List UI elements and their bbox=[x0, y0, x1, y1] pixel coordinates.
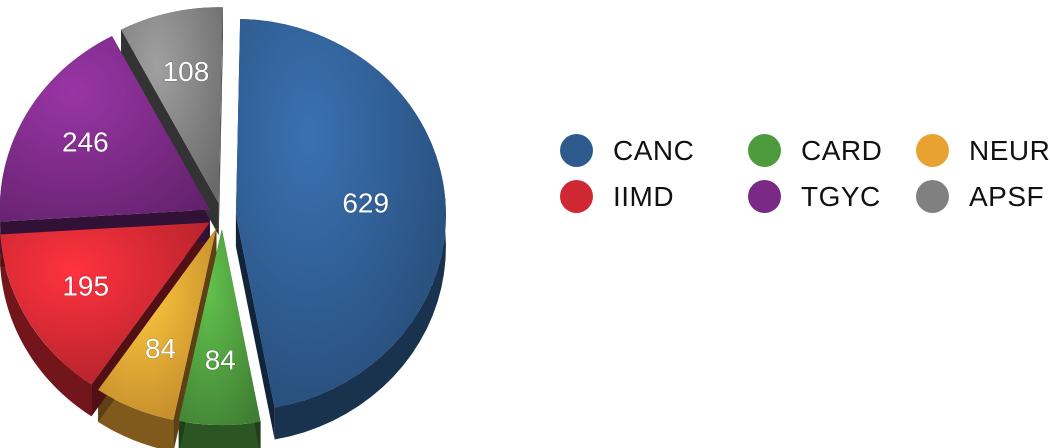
legend-label-iimd: IIMD bbox=[613, 180, 675, 212]
data-label-card: 84 bbox=[205, 345, 236, 376]
legend-swatch-neur bbox=[916, 134, 949, 167]
pie-slice-apsf bbox=[121, 7, 223, 204]
pie-slice-tgyc bbox=[0, 36, 210, 222]
data-label-tgyc: 246 bbox=[62, 127, 109, 158]
legend-item-iimd: IIMD bbox=[560, 180, 674, 213]
pie-slice-wall-neur bbox=[98, 389, 174, 448]
legend-item-neur: NEUR bbox=[916, 134, 1050, 167]
pie-slice-card bbox=[178, 229, 261, 426]
legend-swatch-iimd bbox=[560, 180, 593, 213]
pie-slice-canc bbox=[235, 18, 446, 408]
data-label-neur: 84 bbox=[145, 333, 176, 364]
legend-swatch-card bbox=[748, 134, 781, 167]
legend-item-apsf: APSF bbox=[916, 180, 1044, 213]
data-label-apsf: 108 bbox=[163, 56, 210, 87]
data-label-canc: 629 bbox=[342, 187, 389, 218]
pie-slice-side-canc-1 bbox=[235, 214, 275, 440]
legend-label-card: CARD bbox=[801, 134, 883, 166]
legend-label-apsf: APSF bbox=[969, 180, 1045, 212]
pie-chart: 629 84 84 195 246 108 bbox=[0, 7, 446, 448]
pie-slice-iimd bbox=[0, 222, 210, 385]
legend-item-canc: CANC bbox=[560, 134, 694, 167]
legend-label-tgyc: TGYC bbox=[801, 180, 881, 212]
pie-slice-neur bbox=[98, 228, 217, 420]
legend-item-tgyc: TGYC bbox=[748, 180, 881, 213]
legend-swatch-tgyc bbox=[748, 180, 781, 213]
legend-swatch-canc bbox=[560, 134, 593, 167]
pie-slice-wall-iimd bbox=[0, 234, 92, 417]
legend-item-card: CARD bbox=[748, 134, 882, 167]
legend-label-canc: CANC bbox=[613, 134, 695, 166]
pie-slice-side-apsf-1 bbox=[218, 7, 223, 236]
data-label-iimd: 195 bbox=[62, 271, 109, 302]
chart-legend: CANC CARD NEUR IIMD TGYC APSF bbox=[560, 134, 1050, 224]
legend-swatch-apsf bbox=[916, 180, 949, 213]
legend-label-neur: NEUR bbox=[969, 134, 1050, 166]
pie-slice-side-neur-0 bbox=[173, 228, 217, 448]
pie-slice-wall-card bbox=[178, 420, 261, 448]
